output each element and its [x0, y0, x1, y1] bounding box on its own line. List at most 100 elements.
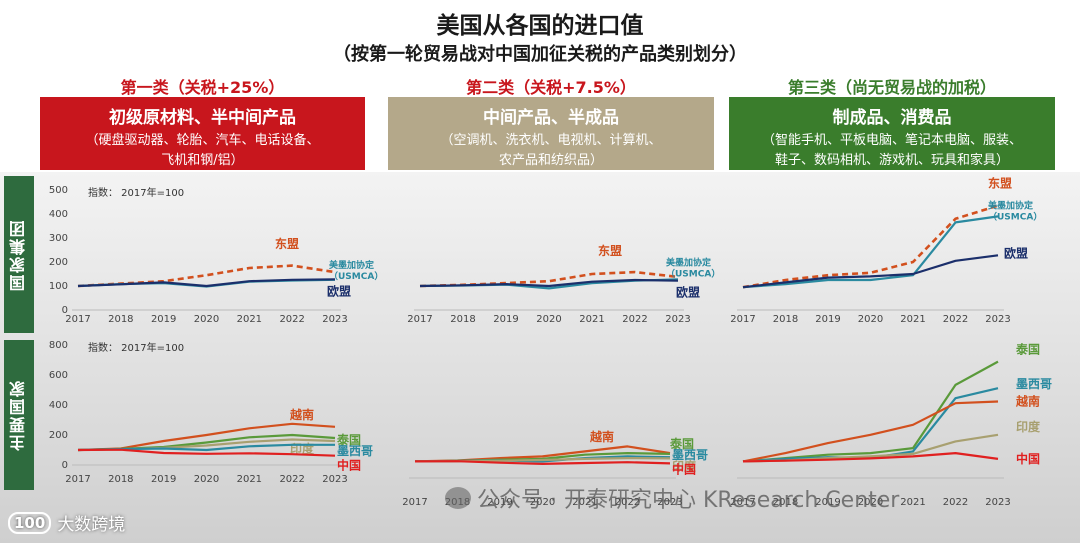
wechat-icon	[445, 487, 471, 509]
panel-1-xtick-2020: 2020	[536, 314, 561, 325]
panel-0-series-0-label-line-0: 东盟	[275, 236, 299, 251]
panel-5-xtick-2022: 2022	[943, 497, 968, 508]
page-title: 美国从各国的进口值	[436, 13, 644, 39]
panel-0-index-note: 指数： 2017年=100	[88, 186, 184, 199]
panel-2-xtick-2017: 2017	[730, 314, 755, 325]
panel-1-series-2-line	[419, 278, 679, 288]
panel-2-series-2-line	[742, 254, 999, 289]
panel-2-series-1-label-line-0: 美墨加协定	[988, 199, 1034, 211]
category-1-heading: 第一类（关税+25%）	[120, 78, 285, 97]
panel-2-xtick-2018: 2018	[773, 314, 798, 325]
panel-1-series-1-label-line-1: （USMCA）	[666, 268, 720, 279]
panel-5-series-2-label: 越南	[1015, 394, 1040, 409]
panel-0-xtick-2021: 2021	[237, 314, 262, 325]
panel-0-ytick-500: 500	[49, 185, 68, 196]
panel-4-xtick-2017: 2017	[402, 497, 427, 508]
panel-0-ytick-200: 200	[49, 257, 68, 268]
panel-3-ytick-600: 600	[49, 370, 68, 381]
panel-4-xtick-2023: 2023	[657, 497, 682, 508]
panel-5-xtick-2019: 2019	[815, 497, 840, 508]
panel-3-index-note: 指数： 2017年=100	[88, 341, 184, 354]
watermark: 公众号 · 开泰研究中心 KResearch Center	[445, 482, 899, 514]
panel-5-series-0-label: 泰国	[1015, 342, 1040, 357]
panel-2-series-1-label: 美墨加协定（USMCA）	[988, 199, 1042, 222]
panel-0-ytick-0: 0	[62, 305, 68, 316]
panel-0-series-2-label: 欧盟	[327, 283, 351, 298]
panel-3-ytick-800: 800	[49, 340, 68, 351]
panel-2-series-0-line	[742, 204, 999, 289]
panel-5-series-1-line	[742, 387, 999, 463]
panel-1-xtick-2021: 2021	[579, 314, 604, 325]
panel-1-xtick-2023: 2023	[665, 314, 690, 325]
panel-3-series-4-line	[77, 448, 336, 457]
panel-3-series-4-label-line-0: 中国	[337, 458, 361, 473]
panel-4-series-0-label: 越南	[589, 429, 614, 444]
panel-5-series-0-label-line-0: 泰国	[1015, 342, 1040, 357]
chart-background	[0, 172, 1080, 543]
panel-2-xtick-2022: 2022	[943, 314, 968, 325]
panel-1-xtick-2018: 2018	[450, 314, 475, 325]
side-label-major-countries: 主要国家	[4, 340, 34, 490]
panel-5-xtick-2018: 2018	[773, 497, 798, 508]
category-1-examples-line1: （硬盘驱动器、轮胎、汽车、电话设备、	[85, 133, 320, 148]
panel-4-series-0-label-line-0: 越南	[589, 429, 614, 444]
panel-4-xtick-2021: 2021	[572, 497, 597, 508]
logo-mark: 100	[8, 511, 52, 534]
category-2-heading: 第二类（关税+7.5%）	[466, 78, 636, 97]
panel-2-xtick-2021: 2021	[900, 314, 925, 325]
panel-2-series-0-label-line-0: 东盟	[988, 176, 1012, 191]
panel-1-xtick-2017: 2017	[407, 314, 432, 325]
panel-1-series-2-label: 欧盟	[676, 285, 700, 300]
panel-3-series-1-label-line-0: 泰国	[336, 432, 361, 447]
category-3-box: 制成品、消费品 （智能手机、平板电脑、笔记本电脑、服装、 鞋子、数码相机、游戏机…	[729, 97, 1055, 170]
panel-3-series-3-label: 墨西哥	[337, 444, 373, 458]
panel-3-xtick-2021: 2021	[237, 474, 262, 485]
panel-3-xtick-2022: 2022	[279, 474, 304, 485]
panel-0-series-1-label-line-0: 美墨加协定	[329, 259, 375, 271]
logo: 100 大数跨境	[8, 510, 125, 535]
page-subtitle: （按第一轮贸易战对中国加征关税的产品类别划分）	[333, 44, 747, 65]
category-3-examples-line1: （智能手机、平板电脑、笔记本电脑、服装、	[761, 133, 1022, 148]
panel-3-xtick-2019: 2019	[151, 474, 176, 485]
panel-4-series-3-label-line-0: 印度	[672, 458, 697, 473]
panel-3-xtick-2020: 2020	[194, 474, 219, 485]
panel-0-ytick-100: 100	[49, 281, 68, 292]
category-2-box: 中间产品、半成品 （空调机、洗衣机、电视机、计算机、 农产品和纺织品）	[388, 97, 714, 170]
logo-text: 大数跨境	[57, 515, 126, 535]
panel-3-ytick-400: 400	[49, 400, 68, 411]
panel-0-series-0-line	[77, 264, 336, 288]
category-3-title: 制成品、消费品	[832, 108, 952, 128]
panel-0-ytick-300: 300	[49, 233, 68, 244]
panel-2-xtick-2020: 2020	[858, 314, 883, 325]
panel-3-ytick-200: 200	[49, 430, 68, 441]
panel-4-series-2-label: 墨西哥	[672, 448, 708, 462]
panel-0-xtick-2018: 2018	[108, 314, 133, 325]
panel-5-series-4-line	[742, 452, 999, 463]
panel-0-xtick-2022: 2022	[279, 314, 304, 325]
panel-2-xtick-2023: 2023	[985, 314, 1010, 325]
panel-2-xtick-2019: 2019	[815, 314, 840, 325]
panel-5-series-3-label-line-0: 印度	[1016, 419, 1041, 434]
panel-5-series-0-line	[742, 360, 999, 463]
panel-2-series-0-label: 东盟	[988, 176, 1012, 191]
panel-1-series-1-label: 美墨加协定（USMCA）	[666, 256, 720, 279]
category-1-examples-line2: 飞机和钢/铝）	[161, 153, 244, 168]
panel-1-series-0-label: 东盟	[598, 243, 622, 258]
panel-4-series-2-label-line-0: 墨西哥	[672, 448, 708, 462]
panel-3-series-3-label-line-0: 墨西哥	[337, 444, 373, 458]
panel-0-ytick-400: 400	[49, 209, 68, 220]
panel-4-series-4-label: 中国	[672, 461, 696, 476]
panel-2-series-2-label-line-0: 欧盟	[1004, 245, 1028, 260]
side-label-country-groups: 国家集团	[4, 176, 34, 333]
panel-1-series-1-label-line-0: 美墨加协定	[666, 256, 712, 268]
category-2-examples-line1: （空调机、洗衣机、电视机、计算机、	[440, 133, 662, 148]
category-2-title: 中间产品、半成品	[483, 108, 619, 128]
panel-1-series-0-label-line-0: 东盟	[598, 243, 622, 258]
panel-3-series-0-label-line-0: 越南	[289, 407, 314, 422]
panel-4-series-3-label: 印度	[672, 458, 697, 473]
category-2-examples-line2: 农产品和纺织品）	[498, 153, 603, 168]
category-1-title: 初级原材料、半中间产品	[109, 108, 296, 128]
panel-2-series-2-label: 欧盟	[1004, 245, 1028, 260]
panel-5-xtick-2023: 2023	[985, 497, 1010, 508]
panel-4-xtick-2020: 2020	[530, 497, 555, 508]
